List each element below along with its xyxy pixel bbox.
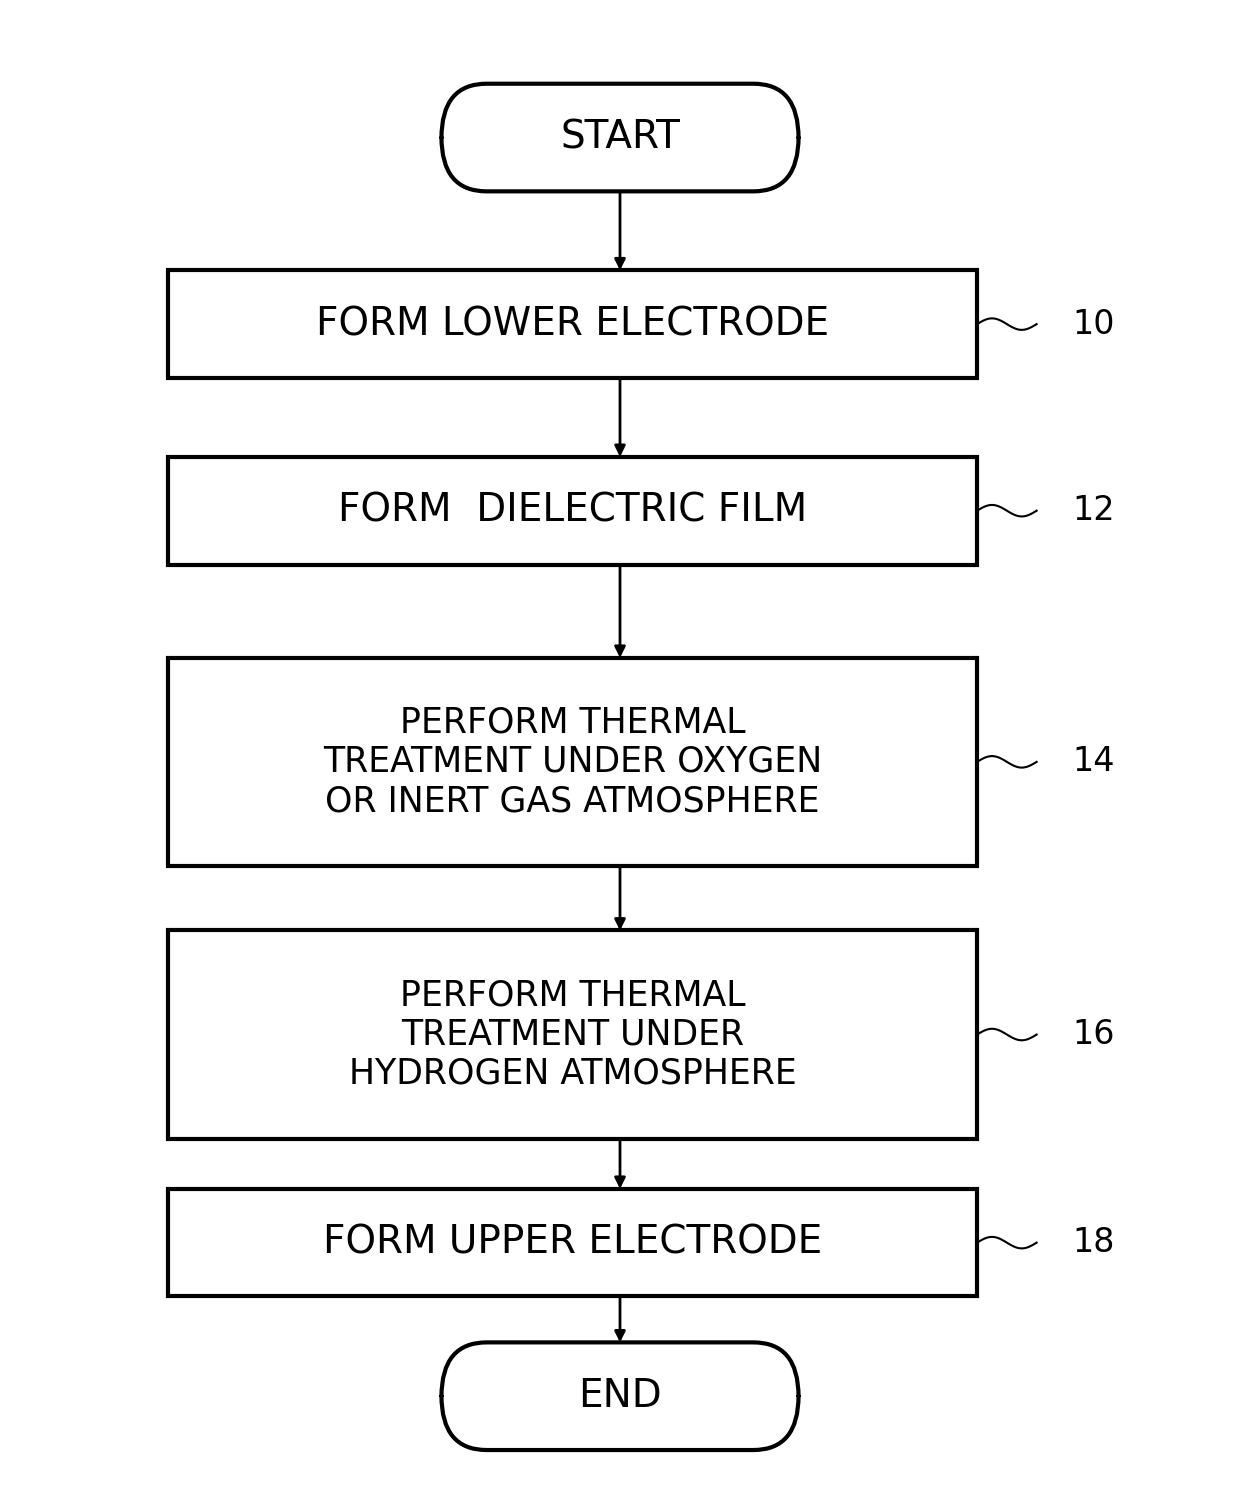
FancyBboxPatch shape	[441, 84, 799, 191]
Bar	[167, 1189, 977, 1296]
FancyBboxPatch shape	[441, 1343, 799, 1450]
Bar	[167, 271, 977, 378]
Text: 18: 18	[1073, 1226, 1115, 1259]
Text: START: START	[560, 118, 680, 157]
Text: PERFORM THERMAL
TREATMENT UNDER OXYGEN
OR INERT GAS ATMOSPHERE: PERFORM THERMAL TREATMENT UNDER OXYGEN O…	[322, 706, 822, 818]
Text: 10: 10	[1073, 308, 1115, 341]
Text: FORM UPPER ELECTRODE: FORM UPPER ELECTRODE	[322, 1223, 822, 1262]
Bar	[167, 658, 977, 866]
Bar	[167, 930, 977, 1139]
Text: 16: 16	[1073, 1018, 1115, 1051]
Text: FORM  DIELECTRIC FILM: FORM DIELECTRIC FILM	[337, 492, 807, 529]
Bar	[167, 457, 977, 565]
Text: 14: 14	[1073, 746, 1115, 779]
Text: FORM LOWER ELECTRODE: FORM LOWER ELECTRODE	[316, 305, 830, 344]
Text: END: END	[578, 1377, 662, 1416]
Text: PERFORM THERMAL
TREATMENT UNDER
HYDROGEN ATMOSPHERE: PERFORM THERMAL TREATMENT UNDER HYDROGEN…	[348, 978, 796, 1091]
Text: 12: 12	[1073, 495, 1115, 528]
